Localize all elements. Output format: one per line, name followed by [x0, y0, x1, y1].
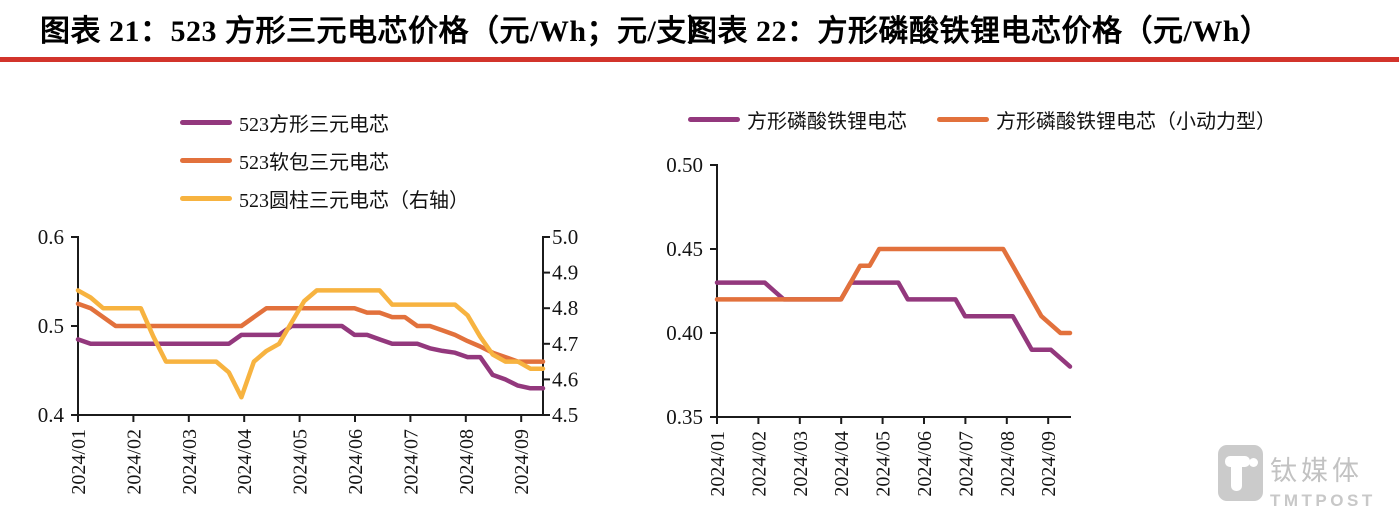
watermark-en-text: TMTPOST — [1270, 491, 1376, 510]
x-axis-tick-label: 2024/06 — [914, 431, 936, 497]
x-axis-tick-label: 2024/07 — [400, 429, 422, 495]
chart21-legend: 523方形三元电芯 523软包三元电芯 523圆柱三元电芯（右轴） — [180, 103, 469, 217]
series-line — [75, 323, 546, 391]
tmtpost-logo-icon — [1218, 445, 1263, 501]
legend-label: 523软包三元电芯 — [239, 151, 389, 174]
x-axis-tick-label: 2024/02 — [748, 431, 770, 497]
y2-axis-tick-label: 4.9 — [552, 261, 578, 285]
x-axis-tick-label: 2024/08 — [456, 429, 478, 495]
x-axis-tick-label: 2024/09 — [511, 429, 533, 495]
chart21-title: 图表 21：523 方形三元电芯价格（元/Wh；元/支） — [40, 15, 718, 48]
x-axis-tick-label: 2024/05 — [290, 429, 312, 495]
series-line — [75, 301, 546, 364]
x-axis-tick-label: 2024/05 — [873, 431, 895, 497]
y2-axis-tick-label: 4.6 — [552, 367, 578, 391]
x-axis-tick-label: 2024/03 — [179, 429, 201, 495]
legend-label: 523圆柱三元电芯（右轴） — [239, 189, 469, 212]
y-axis-tick-label: 0.50 — [666, 153, 703, 177]
legend-swatch — [180, 157, 232, 163]
x-axis-tick-label: 2024/06 — [345, 429, 367, 495]
legend-item: 523方形三元电芯 — [180, 103, 469, 141]
series-line — [714, 280, 1073, 369]
y2-axis-tick-label: 4.5 — [552, 403, 578, 427]
legend-item: 方形磷酸铁锂电芯（小动力型） — [937, 105, 1276, 134]
y2-axis-tick-label: 4.7 — [552, 332, 578, 356]
x-axis-tick-label: 2024/03 — [790, 431, 812, 497]
x-axis-tick-label: 2024/01 — [707, 431, 729, 497]
y-axis-tick-label: 0.45 — [666, 237, 703, 261]
x-axis-tick-label: 2024/02 — [123, 429, 145, 495]
chart22-title: 图表 22：方形磷酸铁锂电芯价格（元/Wh） — [687, 15, 1271, 48]
title-underline — [0, 57, 1399, 62]
legend-item: 523软包三元电芯 — [180, 141, 469, 179]
series-line — [75, 288, 546, 400]
y2-axis-tick-label: 4.8 — [552, 296, 578, 320]
legend-label: 523方形三元电芯 — [239, 113, 389, 136]
watermark-text: 钛媒体 TMTPOST — [1270, 449, 1376, 511]
y2-axis-tick-label: 5.0 — [552, 225, 578, 249]
legend-label: 方形磷酸铁锂电芯（小动力型） — [996, 111, 1276, 133]
x-axis-tick-label: 2024/04 — [234, 429, 256, 495]
y-axis-tick-label: 0.40 — [666, 321, 703, 345]
legend-item: 方形磷酸铁锂电芯 — [688, 105, 907, 134]
y-axis-tick-label: 0.35 — [666, 405, 703, 429]
watermark-cn-text: 钛媒体 — [1270, 456, 1363, 486]
y-axis-tick-label: 0.4 — [38, 403, 65, 427]
legend-swatch — [688, 117, 740, 122]
series-line — [714, 246, 1073, 336]
x-axis-tick-label: 2024/04 — [831, 431, 853, 497]
logo-bar — [1231, 456, 1242, 491]
legend-swatch — [180, 195, 232, 201]
legend-swatch — [937, 117, 989, 122]
legend-label: 方形磷酸铁锂电芯 — [747, 111, 907, 133]
legend-swatch — [180, 119, 232, 125]
x-axis-tick-label: 2024/01 — [68, 429, 90, 495]
x-axis-tick-label: 2024/07 — [955, 431, 977, 497]
logo-dot — [1249, 458, 1258, 467]
chart22-legend: 方形磷酸铁锂电芯 方形磷酸铁锂电芯（小动力型） — [688, 105, 1306, 134]
legend-item: 523圆柱三元电芯（右轴） — [180, 179, 469, 217]
y-axis-tick-label: 0.6 — [38, 225, 64, 249]
x-axis-tick-label: 2024/08 — [997, 431, 1019, 497]
y-axis-tick-label: 0.5 — [38, 314, 64, 338]
x-axis-tick-label: 2024/09 — [1038, 431, 1060, 497]
